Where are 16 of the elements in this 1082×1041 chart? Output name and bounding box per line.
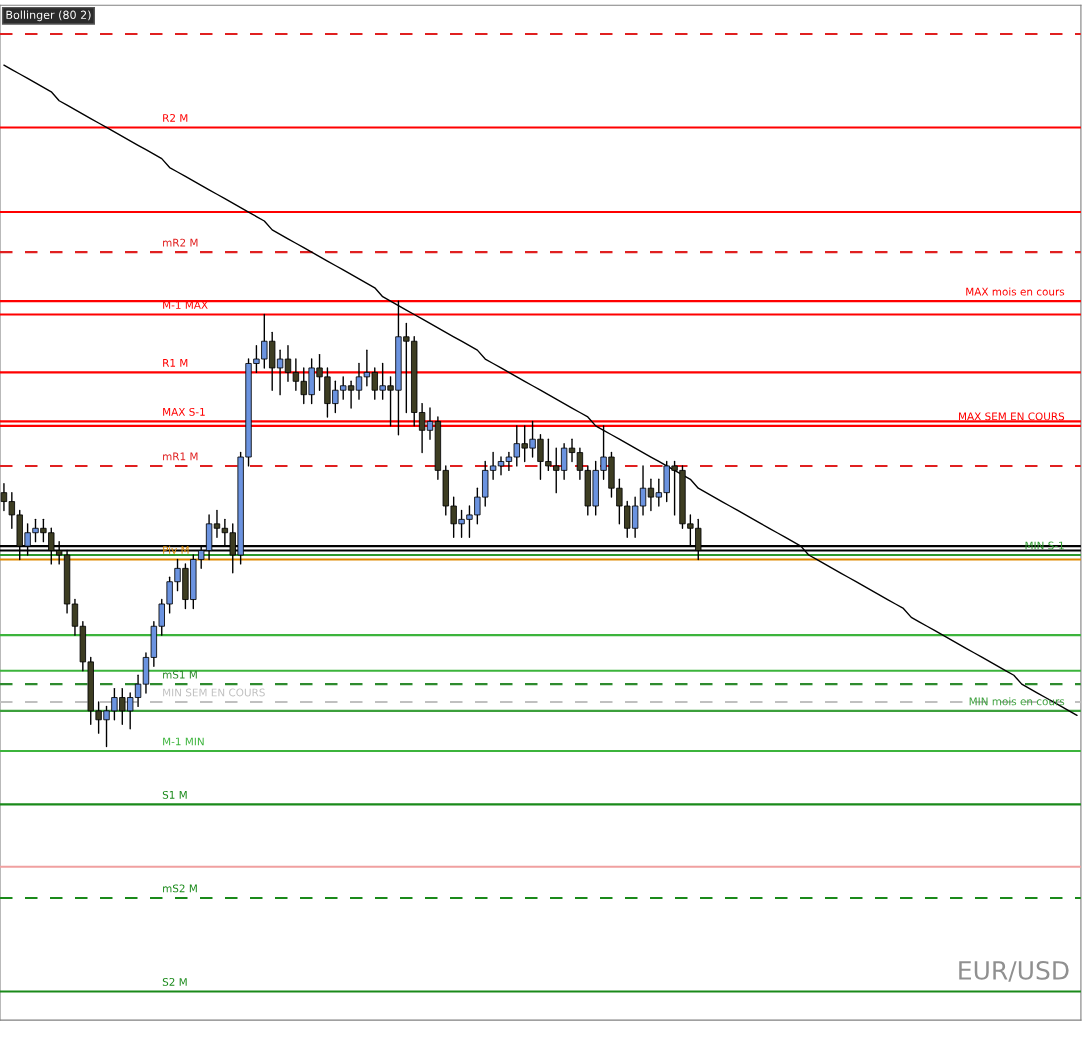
text: EUR/USD <box>959 960 1069 982</box>
ref-line-label: MIN SEM EN COURS <box>163 688 265 697</box>
ref-line-label: Piv M <box>163 545 189 554</box>
ref-line-label: mR2 M <box>163 238 198 247</box>
ref-line-label: MAX SEM EN COURS <box>959 412 1065 421</box>
ref-line-label: S2 M <box>162 977 187 986</box>
text: Bollinger (80 2) <box>6 10 91 22</box>
ref-line-label: mS1 M <box>163 670 197 679</box>
ref-line-label: R2 M <box>163 114 188 122</box>
ref-line-label: R1 M <box>163 359 188 367</box>
ref-line-label: MAX S-1 <box>163 407 205 416</box>
ref-line-label: M-1 MIN <box>163 737 204 746</box>
ref-line-label: mR1 M <box>163 452 198 461</box>
ref-line-label: S1 M <box>162 790 187 799</box>
ref-line-label: mS2 M <box>163 884 197 893</box>
ref-line-label: MAX mois en cours <box>966 287 1065 296</box>
